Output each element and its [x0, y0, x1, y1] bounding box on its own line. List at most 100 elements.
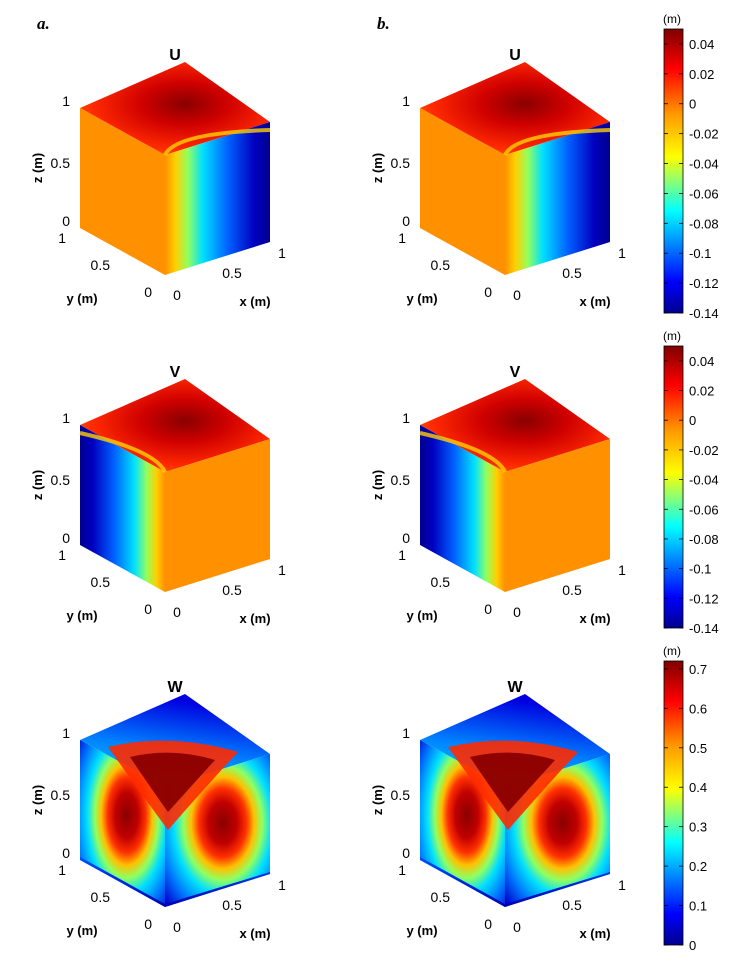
colorbar-tick-label: 0.02	[689, 67, 714, 82]
y-axis-label: y (m)	[406, 923, 437, 938]
panel-label-a: a.	[37, 14, 50, 33]
plot-title: V	[170, 364, 181, 381]
colorbar-tick-label: -0.1	[689, 562, 711, 577]
colorbar-unit: (m)	[663, 644, 681, 658]
x-axis-label: x (m)	[579, 294, 610, 309]
hot-spot-core	[470, 752, 555, 812]
x-tick-label: 1	[618, 245, 626, 261]
y-tick-label: 0	[144, 284, 152, 300]
colorbar-tick-label: -0.06	[689, 186, 719, 201]
x-tick-label: 1	[618, 877, 626, 893]
cube-right-face	[165, 439, 270, 592]
colorbar-tick-label: 0.3	[689, 820, 707, 835]
colorbar-tick-label: 0.7	[689, 662, 707, 677]
z-axis-label: z (m)	[30, 153, 45, 183]
plot-title: W	[167, 679, 183, 696]
colorbar-tick-label: -0.14	[689, 621, 719, 636]
colorbar-tick-label: 0.1	[689, 899, 707, 914]
cube-left-face	[420, 425, 505, 592]
cube-plot-w-b: W 1 0.5 0 z (m) 1 0.5 0 y (m) 0 0.5 1 x (m)	[370, 679, 626, 941]
colorbar-tick-label: -0.06	[689, 502, 719, 517]
y-tick-label: 0.5	[431, 257, 451, 273]
y-tick-label: 1	[398, 547, 406, 563]
z-tick-label: 1	[402, 410, 410, 426]
colorbar-2: (m) 0.04 0.02 0 -0.02 -0.04 -0.06 -0.08 -0.1 -0.1…	[663, 329, 719, 636]
x-axis-label: x (m)	[239, 294, 270, 309]
x-tick-label: 0.5	[562, 897, 582, 913]
x-tick-label: 0.5	[562, 582, 582, 598]
cube-right-face	[505, 439, 610, 592]
y-tick-label: 0	[484, 284, 492, 300]
x-tick-label: 0	[513, 919, 521, 935]
cube-left-face	[80, 425, 165, 592]
transition-band	[419, 431, 507, 473]
colorbar-gradient	[663, 345, 684, 629]
z-tick-label: 0.5	[391, 787, 411, 803]
plot-title: U	[509, 47, 521, 64]
colorbar-tick-label: -0.14	[689, 306, 719, 321]
colorbar-unit: (m)	[663, 329, 681, 343]
y-tick-label: 0.5	[91, 889, 111, 905]
z-tick-label: 1	[62, 410, 70, 426]
y-axis-label: y (m)	[66, 923, 97, 938]
x-tick-label: 0.5	[222, 265, 242, 281]
colorbar-tick-label: -0.02	[689, 127, 719, 142]
x-tick-label: 0	[513, 287, 521, 303]
y-tick-label: 0	[144, 601, 152, 617]
cube-plot-u-a: U 1 0.5 0 z (m) 1 0.5 0 y (m) 0 0.5 1 x (m)	[30, 47, 286, 309]
x-axis-label: x (m)	[579, 926, 610, 941]
z-tick-label: 1	[62, 93, 70, 109]
colorbar-tick-label: 0.2	[689, 859, 707, 874]
colorbar-tick-label: 0.02	[689, 384, 714, 399]
x-tick-label: 0.5	[222, 582, 242, 598]
colorbar-tick-label: 0	[689, 938, 696, 953]
x-tick-label: 0	[173, 919, 181, 935]
z-tick-label: 0.5	[391, 155, 411, 171]
y-tick-label: 1	[58, 547, 66, 563]
z-axis-label: z (m)	[30, 785, 45, 815]
z-tick-label: 1	[402, 93, 410, 109]
colorbar-unit: (m)	[663, 12, 681, 26]
colorbar-tick-label: 0	[689, 97, 696, 112]
colorbar-tick-label: -0.12	[689, 591, 719, 606]
colorbar-tick-label: 0.6	[689, 701, 707, 716]
y-axis-label: y (m)	[406, 608, 437, 623]
z-tick-label: 1	[62, 725, 70, 741]
plot-title: V	[510, 364, 521, 381]
z-axis-label: z (m)	[30, 470, 45, 500]
plot-title: W	[507, 679, 523, 696]
x-tick-label: 1	[278, 562, 286, 578]
z-axis-label: z (m)	[370, 470, 385, 500]
x-tick-label: 0.5	[222, 897, 242, 913]
colorbar-gradient	[663, 28, 684, 314]
cube-top-face	[80, 379, 270, 472]
y-tick-label: 1	[398, 230, 406, 246]
cube-plot-w-a: W 1 0.5 0 z (m) 1 0.5 0 y (m) 0 0.5 1 x (m)	[30, 679, 286, 941]
z-tick-label: 0	[402, 530, 410, 546]
y-tick-label: 0	[484, 916, 492, 932]
panel-label-b: b.	[377, 14, 390, 33]
colorbar-3: (m) 0.7 0.6 0.5 0.4 0.3 0.2 0.1 0	[663, 644, 707, 953]
cube-left-face	[420, 108, 505, 275]
y-axis-label: y (m)	[406, 291, 437, 306]
y-axis-label: y (m)	[66, 608, 97, 623]
transition-band	[79, 431, 167, 473]
colorbar-tick-label: 0	[689, 413, 696, 428]
colorbar-1: (m) 0.04 0.02 0 -0.02 -0.04 -0.06 -0.08 -0.1 -0.1…	[663, 12, 719, 321]
colorbar-tick-label: 0.4	[689, 780, 707, 795]
hot-spot-core	[130, 752, 215, 812]
y-tick-label: 0.5	[91, 574, 111, 590]
cube-left-face	[80, 108, 165, 275]
y-tick-label: 1	[58, 862, 66, 878]
y-tick-label: 1	[58, 230, 66, 246]
colorbar-tick-label: -0.04	[689, 473, 719, 488]
colorbar-tick-label: -0.02	[689, 443, 719, 458]
z-tick-label: 0.5	[51, 787, 71, 803]
x-tick-label: 0	[173, 604, 181, 620]
transition-band	[503, 128, 611, 157]
colorbar-tick-label: -0.1	[689, 246, 711, 261]
x-axis-label: x (m)	[239, 926, 270, 941]
cube-plot-v-a: V 1 0.5 0 z (m) 1 0.5 0 y (m) 0 0.5 1 x (m)	[30, 364, 286, 626]
colorbar-tick-label: 0.5	[689, 741, 707, 756]
